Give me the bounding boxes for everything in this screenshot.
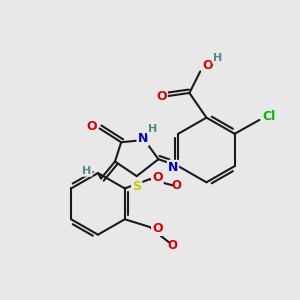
Text: H: H (148, 124, 157, 134)
Text: N: N (168, 161, 178, 174)
Text: O: O (203, 59, 213, 72)
Text: S: S (132, 180, 141, 194)
Text: Cl: Cl (262, 110, 275, 123)
Text: O: O (86, 120, 97, 134)
Text: H: H (148, 124, 157, 134)
Text: S: S (132, 180, 141, 194)
Text: H: H (82, 166, 92, 176)
Text: N: N (138, 132, 148, 145)
Text: H: H (213, 52, 222, 63)
Text: O: O (152, 171, 163, 184)
Text: O: O (167, 239, 177, 252)
Text: O: O (152, 222, 163, 235)
Text: O: O (156, 90, 167, 103)
Text: O: O (171, 179, 181, 192)
Text: N: N (138, 132, 148, 145)
